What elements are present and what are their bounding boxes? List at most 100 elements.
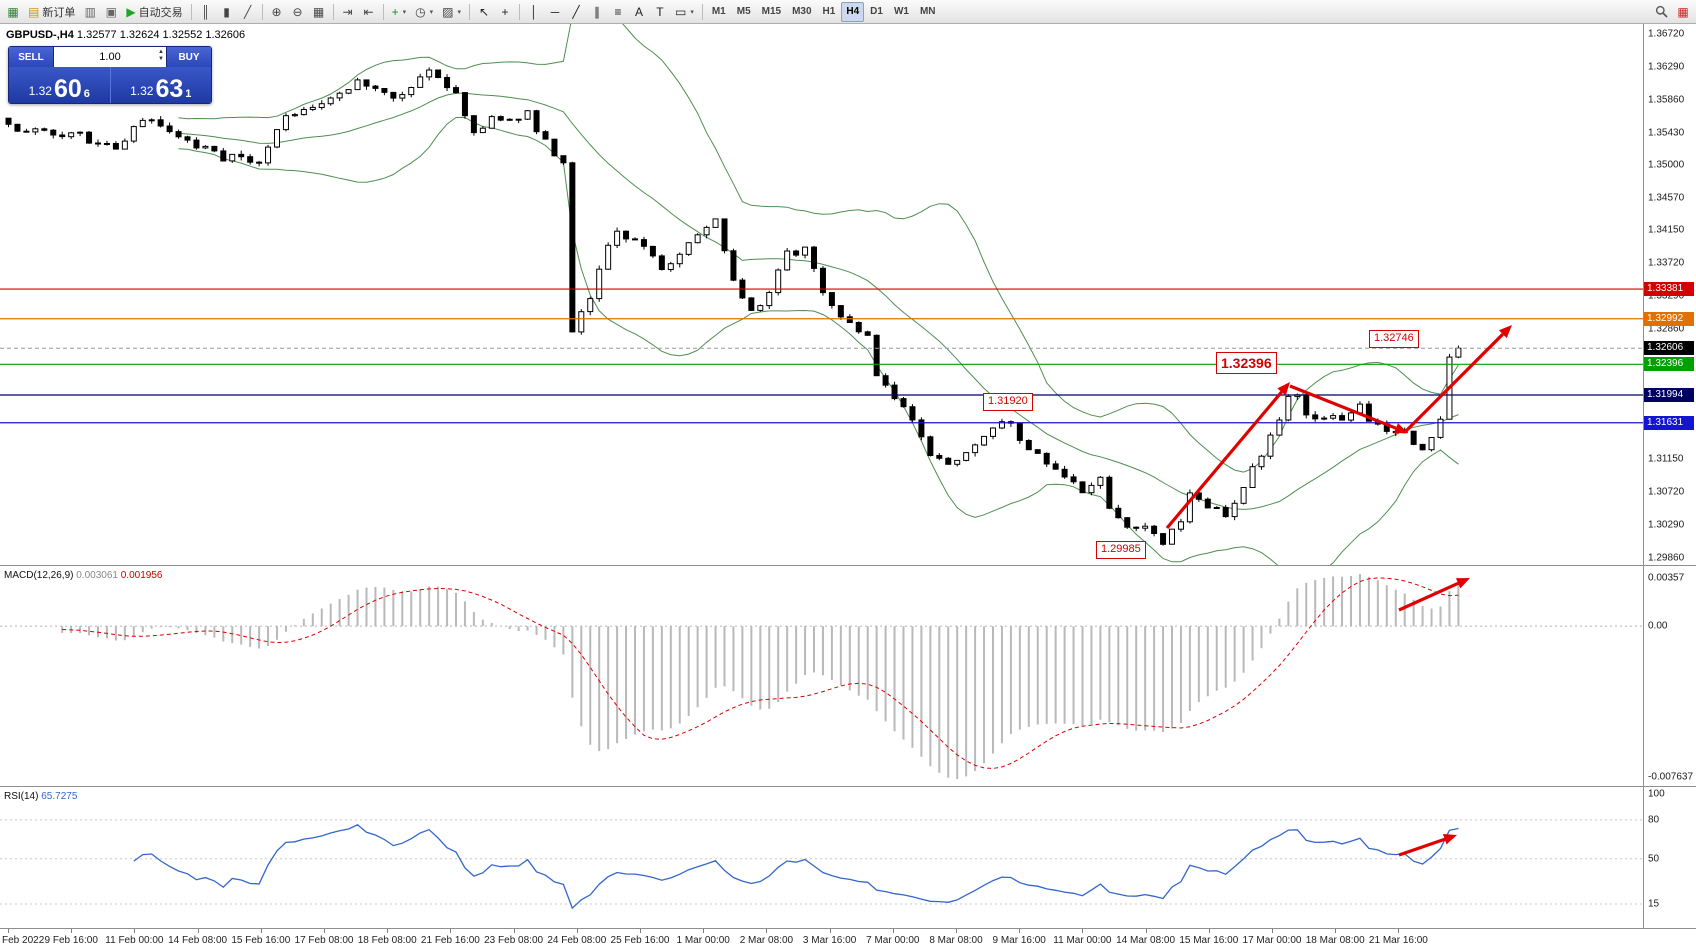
cursor-button[interactable]: ↖ <box>474 2 494 22</box>
price-annotation[interactable]: 1.29985 <box>1096 541 1146 559</box>
rsi-line <box>133 824 1459 910</box>
templates-button[interactable]: ▨ ▾ <box>438 2 465 22</box>
auto-scroll-button[interactable]: ⇥ <box>338 2 358 22</box>
zoom-in-button[interactable]: ⊕ <box>267 2 287 22</box>
text-button[interactable]: A <box>629 2 649 22</box>
candle-chart-button[interactable]: ▮ <box>217 2 237 22</box>
candle-body <box>846 316 853 323</box>
trend-arrow[interactable] <box>1398 837 1446 857</box>
time-label: 18 Mar 08:00 <box>1305 935 1365 946</box>
candle-body <box>882 375 889 386</box>
candle-body <box>784 250 791 271</box>
time-label: 24 Feb 08:00 <box>547 935 607 946</box>
search-button[interactable] <box>1651 2 1672 22</box>
new-order-button[interactable]: ▤ 新订单 <box>24 2 79 22</box>
bar-chart-icon: ║ <box>201 4 210 19</box>
tf-m5-button[interactable]: M5 <box>736 6 751 17</box>
macd-panel[interactable]: MACD(12,26,9) 0.003061 0.001956 0.00357 0… <box>0 565 1696 786</box>
fibonacci-button[interactable]: ≡ <box>608 2 628 22</box>
candle-body <box>837 305 844 318</box>
trend-arrow[interactable] <box>1404 333 1504 433</box>
tf-h4-button[interactable]: H4 <box>841 1 865 22</box>
candle-body <box>23 130 30 133</box>
rsi-axis-label: 15 <box>1648 898 1660 910</box>
candle-body <box>649 245 656 257</box>
autotrading-button[interactable]: ▶ 自动交易 <box>122 2 186 22</box>
indicators-button[interactable]: + ▾ <box>388 2 411 22</box>
candle-body <box>1321 417 1328 420</box>
trendline-button[interactable]: ╱ <box>566 2 586 22</box>
sell-price[interactable]: 1.32 60 6 <box>9 67 110 103</box>
candle-body <box>1169 528 1175 545</box>
dropdown-caret-icon: ▾ <box>429 8 434 16</box>
tf-h1-button[interactable]: H1 <box>822 6 836 17</box>
main-chart-panel[interactable]: GBPUSD-,H4 1.32577 1.32624 1.32552 1.326… <box>0 24 1696 565</box>
price-annotation[interactable]: 1.32396 <box>1216 352 1277 375</box>
profiles-button[interactable]: ▥ <box>80 2 100 22</box>
macd-chart <box>0 574 1643 779</box>
periods-button[interactable]: ◷ ▾ <box>411 2 437 22</box>
price-annotation[interactable]: 1.32746 <box>1369 330 1419 348</box>
tf-d1-button[interactable]: D1 <box>870 6 883 17</box>
trend-arrow[interactable] <box>1165 390 1283 530</box>
candle-body <box>1213 507 1220 509</box>
ohlc-values: 1.32577 1.32624 1.32552 1.32606 <box>76 29 246 41</box>
time-tick-mark <box>134 929 136 933</box>
volume-input[interactable]: 1.00 ▲ ▼ <box>53 47 167 67</box>
rsi-axis-label: 100 <box>1648 788 1665 800</box>
sell-button[interactable]: SELL <box>9 47 53 67</box>
time-tick-mark <box>197 929 199 933</box>
candle-body <box>936 455 943 459</box>
time-tick-mark <box>513 929 515 933</box>
horizontal-line-button[interactable]: ─ <box>545 2 565 22</box>
chart-windows-button[interactable]: ▣ <box>101 2 121 22</box>
spin-down-icon[interactable]: ▼ <box>158 55 164 62</box>
candle-body <box>399 94 406 99</box>
shapes-button[interactable]: ▭ ▾ <box>671 2 698 22</box>
candle-body <box>855 322 862 333</box>
rsi-label: RSI(14) 65.7275 <box>4 791 77 802</box>
trend-arrow-head <box>1277 382 1290 396</box>
chart-shift-button[interactable]: ⇤ <box>359 2 379 22</box>
candle-body <box>1437 418 1444 438</box>
buy-price[interactable]: 1.32 63 1 <box>111 67 212 103</box>
bar-chart-button[interactable]: ║ <box>196 2 216 22</box>
candle-body <box>1124 517 1131 528</box>
vertical-line-button[interactable]: │ <box>524 2 544 22</box>
candle-body <box>1115 507 1122 519</box>
tf-m30-button[interactable]: M30 <box>792 6 812 17</box>
tf-w1-button[interactable]: W1 <box>893 6 909 17</box>
tile-windows-button[interactable]: ▦ <box>309 2 329 22</box>
candle-body <box>229 153 236 162</box>
zoom-in-icon: ⊕ <box>271 4 282 19</box>
market-watch-button[interactable]: ▦ <box>1673 2 1693 22</box>
trend-arrow[interactable] <box>1398 581 1459 612</box>
candle-body <box>623 230 630 240</box>
time-axis[interactable]: Feb 2022 9 Feb 16:00 11 Feb 00:00 14 Feb 08… <box>0 928 1696 950</box>
crosshair-button[interactable]: + <box>495 2 515 22</box>
candle-body <box>426 69 433 78</box>
spin-up-icon[interactable]: ▲ <box>158 49 164 55</box>
price-annotation[interactable]: 1.31920 <box>983 393 1033 411</box>
zoom-out-button[interactable]: ⊖ <box>288 2 308 22</box>
rsi-panel[interactable]: RSI(14) 65.7275 100 80 50 15 <box>0 786 1696 928</box>
buy-button[interactable]: BUY <box>167 47 211 67</box>
new-chart-button[interactable]: ▦ <box>3 2 23 22</box>
price-tick: 1.30290 <box>1648 519 1685 531</box>
candle-body <box>524 110 531 120</box>
trend-arrow[interactable] <box>1289 384 1397 430</box>
macd-signal-line <box>62 577 1459 770</box>
line-chart-button[interactable]: ╱ <box>238 2 258 22</box>
tf-mn-button[interactable]: MN <box>919 6 936 17</box>
candle-body <box>1419 443 1426 451</box>
price-tick: 1.32860 <box>1648 323 1685 335</box>
candle-body <box>1061 468 1068 478</box>
candle-body <box>345 89 352 94</box>
channel-button[interactable]: ∥ <box>587 2 607 22</box>
tf-m15-button[interactable]: M15 <box>761 6 782 17</box>
candle-body <box>1312 414 1319 420</box>
tf-m1-button[interactable]: M1 <box>711 6 726 17</box>
trend-arrow-head <box>1498 325 1512 339</box>
volume-spinner[interactable]: ▲ ▼ <box>158 49 164 62</box>
label-button[interactable]: T <box>650 2 670 22</box>
